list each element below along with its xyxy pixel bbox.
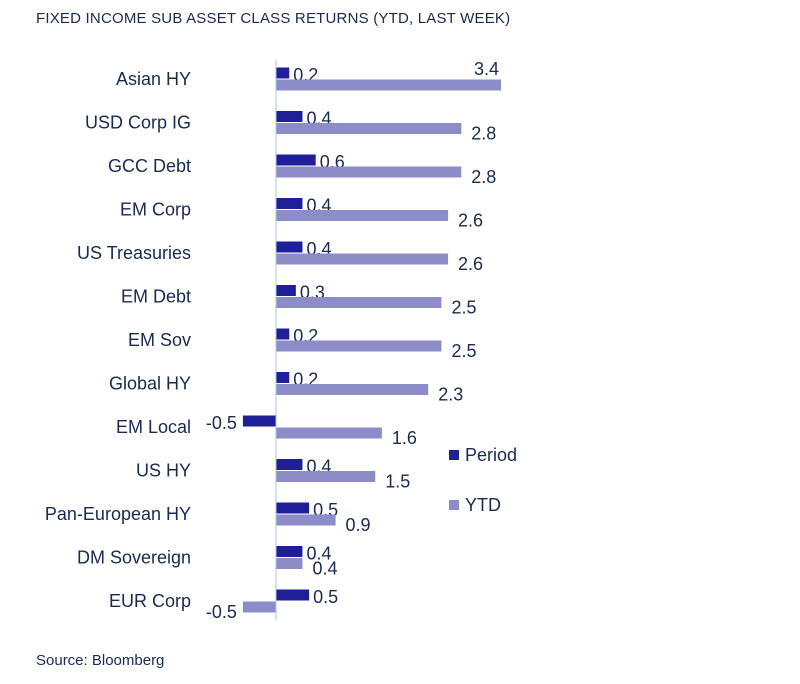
bar-ytd-asian-hy: [276, 79, 501, 91]
bar-ytd-em-corp: [276, 210, 449, 221]
category-label-pan-european-hy: Pan-European HY: [45, 504, 191, 524]
bar-ytd-dm-sovereign: [276, 558, 303, 569]
source-note: Source: Bloomberg: [36, 652, 165, 669]
bar-period-global-hy: [276, 372, 290, 383]
bar-period-eur-corp: [276, 589, 310, 601]
value-label-period-em-local: -0.5: [206, 413, 237, 433]
bar-ytd-global-hy: [276, 384, 429, 395]
bar-ytd-us-treasuries: [276, 253, 449, 265]
category-label-dm-sovereign: DM Sovereign: [77, 548, 191, 568]
bar-period-dm-sovereign: [276, 546, 303, 557]
value-label-ytd-em-local: 1.6: [392, 428, 417, 448]
category-label-global-hy: Global HY: [109, 374, 191, 394]
value-label-ytd-em-debt: 2.5: [451, 298, 476, 318]
bar-ytd-usd-corp-ig: [276, 123, 462, 134]
category-label-asian-hy: Asian HY: [116, 69, 191, 89]
bar-period-us-hy: [276, 459, 303, 470]
value-label-ytd-pan-european-hy: 0.9: [346, 515, 371, 535]
bar-period-us-treasuries: [276, 241, 303, 253]
category-label-eur-corp: EUR Corp: [109, 591, 191, 611]
value-label-ytd-global-hy: 2.3: [438, 385, 463, 405]
bar-period-em-debt: [276, 285, 296, 296]
value-label-ytd-em-sov: 2.5: [451, 341, 476, 361]
legend-label-ytd: YTD: [465, 494, 501, 515]
value-label-ytd-em-corp: 2.6: [458, 211, 483, 231]
value-label-ytd-dm-sovereign: 0.4: [312, 559, 337, 579]
value-label-ytd-us-hy: 1.5: [385, 472, 410, 492]
bar-ytd-us-hy: [276, 471, 376, 482]
category-label-us-hy: US HY: [136, 461, 191, 481]
bar-ytd-em-debt: [276, 297, 442, 308]
bar-ytd-em-sov: [276, 340, 442, 352]
legend-item-ytd: YTD: [449, 494, 517, 516]
bar-ytd-em-local: [276, 427, 382, 439]
legend-label-period: Period: [465, 444, 518, 465]
bar-period-usd-corp-ig: [276, 111, 303, 122]
bar-period-em-sov: [276, 328, 290, 340]
bar-ytd-pan-european-hy: [276, 514, 336, 526]
bar-ytd-gcc-debt: [276, 166, 462, 178]
value-label-ytd-asian-hy: 3.4: [474, 59, 499, 79]
category-label-em-sov: EM Sov: [128, 330, 191, 350]
bar-period-pan-european-hy: [276, 502, 310, 514]
value-label-period-eur-corp: 0.5: [313, 587, 338, 607]
chart-title: FIXED INCOME SUB ASSET CLASS RETURNS (YT…: [36, 10, 511, 27]
value-label-ytd-eur-corp: -0.5: [206, 602, 237, 622]
legend-swatch-period: [449, 450, 459, 460]
bar-ytd-eur-corp: [242, 601, 276, 613]
bar-period-em-local: [242, 415, 276, 427]
category-label-em-corp: EM Corp: [120, 200, 191, 220]
legend: Period YTD: [449, 444, 517, 544]
bar-period-gcc-debt: [276, 154, 316, 166]
legend-swatch-ytd: [449, 500, 459, 510]
category-label-usd-corp-ig: USD Corp IG: [85, 113, 191, 133]
category-label-gcc-debt: GCC Debt: [108, 156, 191, 176]
value-label-ytd-us-treasuries: 2.6: [458, 254, 483, 274]
category-label-us-treasuries: US Treasuries: [77, 243, 191, 263]
value-label-ytd-gcc-debt: 2.8: [471, 167, 496, 187]
bar-period-asian-hy: [276, 67, 290, 79]
value-label-ytd-usd-corp-ig: 2.8: [471, 124, 496, 144]
value-label-period-dm-sovereign: 0.4: [306, 544, 331, 564]
bar-period-em-corp: [276, 198, 303, 209]
legend-item-period: Period: [449, 444, 517, 466]
category-label-em-local: EM Local: [116, 417, 191, 437]
category-label-em-debt: EM Debt: [121, 287, 191, 307]
